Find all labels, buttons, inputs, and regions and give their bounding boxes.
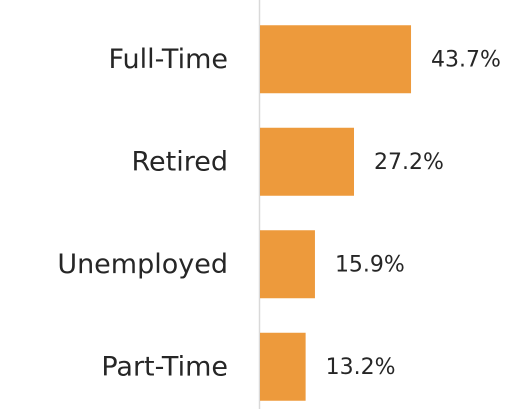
category-label: Retired — [131, 146, 228, 177]
value-label: 43.7% — [431, 47, 501, 72]
value-label: 27.2% — [374, 150, 444, 175]
category-label: Unemployed — [57, 249, 228, 280]
bar — [260, 127, 355, 196]
category-label: Full-Time — [108, 44, 228, 75]
bar — [260, 230, 315, 299]
bar — [260, 25, 412, 94]
category-label: Part-Time — [101, 351, 228, 382]
value-label: 13.2% — [326, 355, 396, 380]
bar — [260, 332, 306, 401]
value-label: 15.9% — [335, 252, 405, 277]
